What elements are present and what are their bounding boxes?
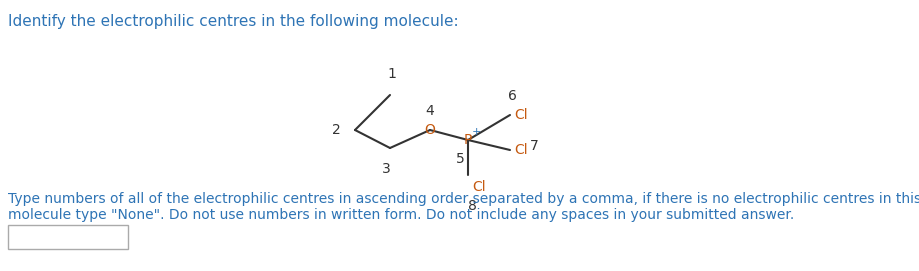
Text: 7: 7	[529, 139, 539, 153]
Text: O: O	[424, 123, 435, 137]
Text: 5: 5	[455, 152, 464, 166]
Text: Cl: Cl	[514, 143, 528, 157]
FancyBboxPatch shape	[8, 225, 128, 249]
Text: P: P	[463, 133, 471, 147]
Text: 2: 2	[332, 123, 341, 137]
Text: Cl: Cl	[471, 180, 485, 194]
Text: 8: 8	[467, 199, 476, 213]
Text: 3: 3	[381, 162, 390, 176]
Text: 6: 6	[507, 89, 516, 103]
Text: Type numbers of all of the electrophilic centres in ascending order separated by: Type numbers of all of the electrophilic…	[8, 192, 919, 206]
Text: Identify the electrophilic centres in the following molecule:: Identify the electrophilic centres in th…	[8, 14, 459, 29]
Text: 1: 1	[387, 67, 396, 81]
Text: 4: 4	[425, 104, 434, 118]
Text: +: +	[471, 127, 480, 137]
Text: Cl: Cl	[514, 108, 528, 122]
Text: molecule type "None". Do not use numbers in written form. Do not include any spa: molecule type "None". Do not use numbers…	[8, 208, 793, 222]
